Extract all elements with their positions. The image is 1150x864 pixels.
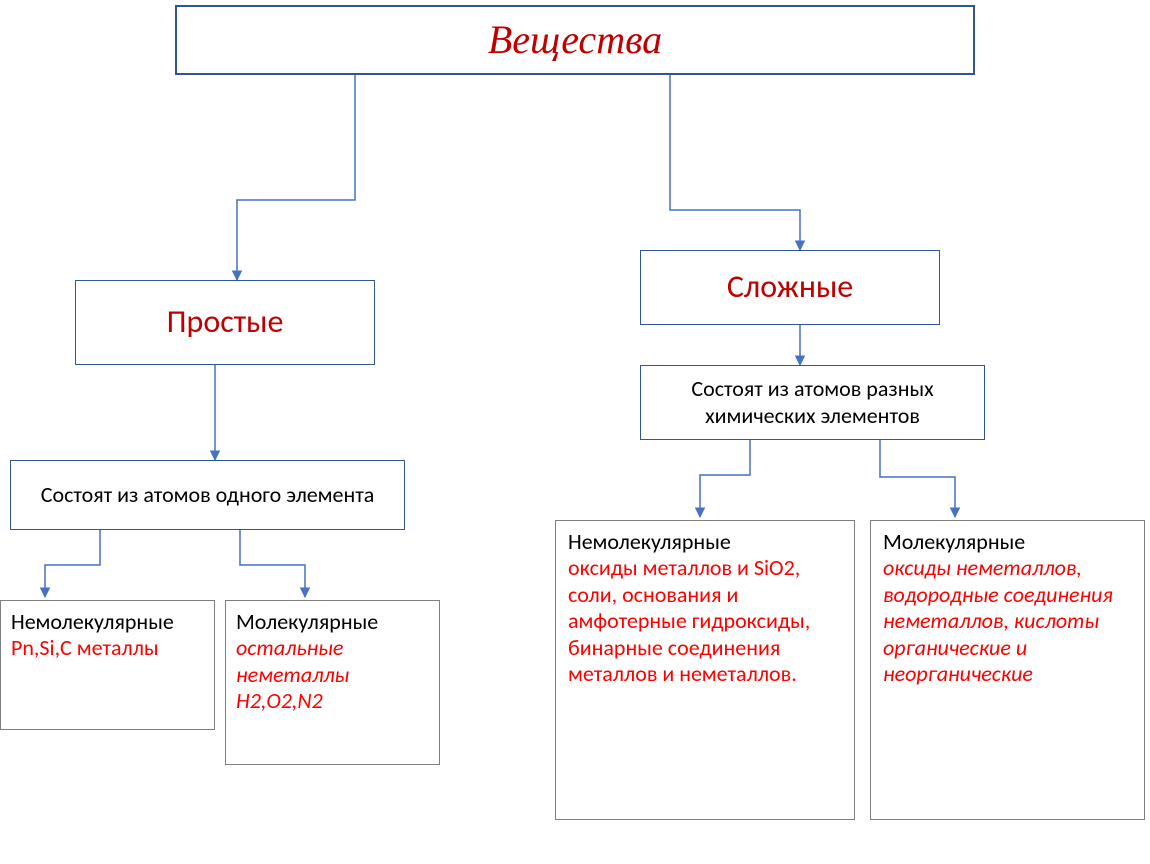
node-root: Вещества	[175, 5, 975, 75]
complex-mol-body: оксиды неметаллов, водородные соединения…	[883, 555, 1132, 687]
node-complex-nonmol: Немолекулярные оксиды металлов и SiO2, с…	[555, 520, 855, 820]
node-complex-mol: Молекулярные оксиды неметаллов, водородн…	[870, 520, 1145, 820]
complex-mol-title: Молекулярные	[883, 529, 1132, 555]
node-simple-mol: Молекулярные остальные неметаллы H2,O2,N…	[225, 600, 440, 765]
complex-nonmol-title: Немолекулярные	[568, 529, 842, 555]
node-simple-desc: Состоят из атомов одного элемента	[10, 460, 405, 530]
simple-mol-body: остальные неметаллы H2,O2,N2	[236, 635, 429, 714]
complex-desc-label: Состоят из атомов разных химических элем…	[691, 375, 933, 428]
node-complex-desc: Состоят из атомов разных химических элем…	[640, 365, 985, 440]
simple-mol-title: Молекулярные	[236, 609, 429, 635]
simple-desc-label: Состоят из атомов одного элемента	[41, 481, 375, 508]
root-label: Вещества	[488, 17, 662, 63]
node-complex: Сложные	[640, 250, 940, 325]
simple-nonmol-body: Pn,Si,C металлы	[11, 635, 204, 661]
node-simple: Простые	[75, 280, 375, 365]
node-simple-nonmol: Немолекулярные Pn,Si,C металлы	[0, 600, 215, 730]
simple-label: Простые	[167, 302, 284, 341]
complex-nonmol-body: оксиды металлов и SiO2, соли, основания …	[568, 555, 842, 687]
complex-label: Сложные	[727, 267, 853, 306]
simple-nonmol-title: Немолекулярные	[11, 609, 204, 635]
